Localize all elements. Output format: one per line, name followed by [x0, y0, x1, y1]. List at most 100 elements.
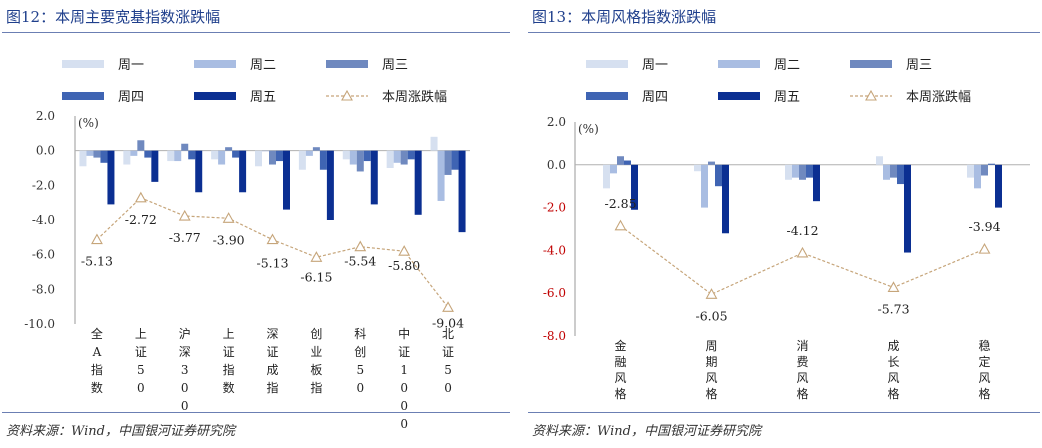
bar-周二	[86, 150, 94, 156]
data-label: -5.80	[388, 258, 420, 273]
source-note: 资料来源：Wind，中国银河证券研究院	[532, 424, 761, 439]
bar-周二	[305, 150, 313, 156]
bar-周四	[319, 150, 327, 170]
bar-周四	[188, 150, 196, 160]
legend-label: 周三	[382, 58, 408, 73]
bar-周四	[897, 164, 904, 185]
y-tick-label: 2.0	[36, 109, 55, 123]
bar-周五	[458, 150, 466, 233]
bar-周一	[123, 150, 131, 165]
bar-周四	[407, 150, 415, 160]
bar-周三	[708, 161, 715, 165]
line-point-marker	[978, 242, 991, 254]
data-label: -2.85	[604, 196, 636, 211]
title-rule	[528, 32, 1040, 33]
bar-周三	[137, 140, 145, 151]
source-note: 资料来源：Wind，中国银河证券研究院	[6, 424, 235, 439]
legend-swatch-4	[62, 92, 104, 100]
y-tick-label: -4.0	[32, 213, 55, 227]
bar-周二	[792, 164, 799, 178]
x-tick-label: 上证指数	[223, 327, 235, 395]
data-label: -5.13	[81, 254, 113, 269]
legend-marker-triangle	[865, 89, 877, 101]
bar-周四	[624, 160, 631, 165]
data-label: -2.72	[125, 212, 157, 227]
x-tick-label: 周期风格	[705, 339, 717, 401]
y-tick-label: -8.0	[32, 282, 55, 296]
line-point-marker	[442, 301, 454, 312]
bar-周五	[631, 164, 638, 210]
x-tick-label: 北证 5 0	[442, 327, 454, 395]
bar-周二	[701, 164, 708, 208]
x-tick-label: 稳定风格	[978, 338, 990, 401]
y-tick-label: -2.0	[32, 178, 55, 192]
bar-周四	[144, 150, 152, 158]
bar-周五	[195, 150, 203, 193]
bar-周五	[722, 164, 729, 234]
legend-swatch-3	[850, 60, 892, 68]
x-tick-label: 全 A 指数	[91, 326, 103, 395]
bar-周四	[276, 150, 283, 162]
data-label: -9.04	[432, 315, 464, 330]
bar-周三	[93, 150, 101, 158]
bar-周四	[988, 163, 995, 165]
bar-周三	[799, 164, 806, 180]
legend-swatch-1	[586, 60, 628, 68]
source-rule	[528, 412, 1040, 413]
line-point-marker	[614, 219, 627, 231]
line-point-marker	[310, 251, 323, 262]
data-label: -3.77	[169, 230, 201, 245]
line-point-marker	[91, 233, 103, 245]
legend-swatch-2	[194, 60, 236, 68]
y-tick-label: -8.0	[543, 329, 566, 343]
chart-panel-wide-index: 图12：本周主要宽基指数涨跌幅 周一 周二 周三 周四 周五 本周涨跌幅 2.0 0.0 -2.…	[0, 0, 512, 448]
legend-label: 周四	[642, 90, 668, 105]
line-weekly-change	[620, 225, 985, 295]
y-tick-label: -4.0	[543, 243, 566, 257]
bar-周五	[283, 150, 290, 210]
bar-周一	[342, 150, 350, 160]
bar-周一	[967, 164, 974, 178]
bar-周一	[430, 136, 438, 151]
bar-周一	[298, 150, 306, 170]
line-point-marker	[266, 233, 279, 245]
bar-周二	[218, 150, 226, 165]
legend-label: 周三	[906, 58, 932, 73]
bar-周二	[130, 150, 138, 156]
x-tick-label: 消费风格	[796, 339, 808, 401]
bar-周三	[225, 147, 233, 151]
bar-周二	[262, 150, 269, 152]
y-tick-label: -6.0	[32, 248, 55, 262]
line-point-marker	[354, 240, 367, 252]
y-tick-label: 0.0	[36, 144, 55, 158]
data-label: -4.12	[786, 223, 818, 238]
x-tick-label: 中证 1 0 0 0	[398, 326, 410, 431]
bar-周二	[174, 150, 182, 162]
legend-swatch-2	[718, 60, 760, 68]
bar-周三	[400, 150, 408, 165]
bar-周一	[603, 164, 610, 189]
bar-周三	[444, 150, 452, 175]
chart-title: 图13：本周风格指数涨跌幅	[532, 8, 717, 26]
x-tick-label: 沪深 3 0 0	[179, 327, 191, 413]
data-label: -3.94	[968, 219, 1000, 234]
bar-周一	[694, 164, 701, 172]
title-rule	[2, 32, 510, 33]
bar-周二	[437, 150, 445, 201]
legend-label: 周二	[774, 58, 800, 73]
bar-周二	[974, 164, 981, 189]
line-point-marker	[178, 209, 191, 221]
bar-周四	[806, 164, 813, 178]
data-label: -5.54	[344, 254, 376, 269]
y-unit-label: (%)	[578, 122, 599, 136]
bar-周四	[100, 150, 108, 163]
legend-label: 周一	[642, 58, 668, 73]
y-tick-label: 2.0	[547, 115, 566, 129]
line-point-marker	[796, 246, 809, 258]
data-label: -6.05	[695, 308, 727, 323]
bar-周五	[370, 150, 378, 205]
bar-周四	[232, 150, 240, 158]
bar-周三	[269, 150, 276, 165]
